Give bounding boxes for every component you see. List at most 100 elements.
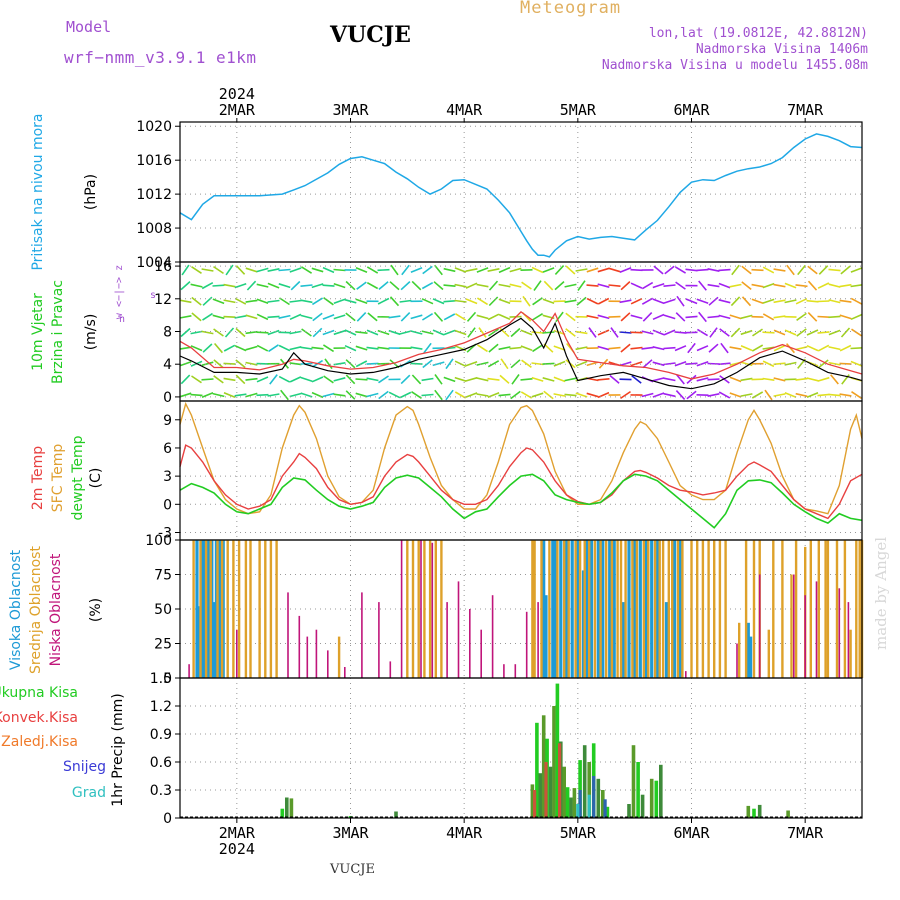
wind-barb — [620, 343, 631, 353]
grid-precip: 0 0.3 0.6 0.9 1.2 1.5 — [150, 671, 862, 827]
wind-barb — [731, 264, 740, 276]
wind-barb — [554, 281, 565, 291]
wind-barb — [333, 393, 346, 397]
wind-barb — [300, 299, 313, 304]
wind-barb — [289, 299, 302, 303]
wind-barb — [410, 346, 423, 350]
wind-barb — [652, 346, 665, 351]
pressure-line — [179, 133, 863, 258]
wind-barb — [421, 330, 434, 335]
wind-barb — [377, 329, 390, 336]
precip-total-bar — [746, 805, 751, 818]
wind-barb — [223, 283, 236, 288]
wind-barb — [180, 281, 191, 291]
precip-total-bar — [601, 790, 605, 818]
wind-barb — [850, 347, 863, 350]
wind-barb — [432, 329, 445, 336]
wind-barb — [751, 298, 764, 305]
wind-barb — [741, 296, 752, 307]
wind-barb — [278, 268, 291, 272]
wind-barb — [718, 268, 731, 272]
wind-barb — [476, 361, 489, 366]
precip-total-bar — [538, 773, 543, 818]
station-title: VUCJE — [330, 22, 411, 48]
high-cloud-bar — [542, 540, 546, 678]
high-cloud-bar — [650, 540, 654, 678]
wind-barb — [278, 375, 291, 383]
y-tick-label: 0.9 — [150, 727, 172, 743]
wind-barb — [191, 296, 202, 306]
wind-direction-north: n — [119, 314, 125, 325]
precip-grad-bar — [576, 804, 580, 818]
wind-barb — [434, 264, 443, 276]
wind-barb — [565, 312, 576, 322]
wind-barb — [840, 327, 851, 338]
wind-barb — [709, 327, 718, 338]
wind-barb — [356, 281, 367, 290]
wind-barb — [597, 314, 610, 320]
high-cloud-bar — [627, 540, 631, 678]
wind-barb — [752, 328, 763, 337]
wind-barb — [245, 314, 258, 320]
precip-total-bar — [394, 811, 398, 818]
wind-barb — [181, 264, 190, 276]
wind-barb — [289, 313, 302, 321]
wind-barb — [311, 267, 324, 273]
wind-barb — [543, 280, 554, 291]
wind-barb — [487, 377, 500, 381]
wind-barb — [619, 299, 632, 304]
mid-cloud-bar — [610, 540, 614, 678]
high-cloud-bar — [195, 540, 199, 678]
wind-barb — [234, 344, 247, 352]
wind-barb — [797, 264, 806, 276]
wind-barb — [730, 296, 741, 307]
high-cloud-bar — [585, 540, 589, 678]
wind-barb — [488, 343, 499, 353]
wind-barb — [520, 345, 533, 351]
cloud-ylabel: Visoka Oblacnost — [8, 549, 24, 670]
model-name: wrf−nmm_v3.9.1 e1km — [64, 48, 257, 67]
wind-barb — [652, 283, 665, 289]
y-tick-label: 1016 — [136, 153, 172, 169]
y-tick-label: 0 — [163, 497, 172, 513]
wind-barb — [520, 391, 533, 399]
wind-barb — [400, 312, 411, 322]
wind-barb — [400, 374, 411, 385]
wind-barb — [289, 346, 302, 351]
wind-barb — [696, 328, 709, 337]
low-cloud-bar — [503, 664, 505, 678]
wind-barb — [289, 376, 302, 383]
wind-barb — [795, 392, 808, 398]
high-cloud-bar — [564, 540, 569, 678]
wind-barb — [212, 284, 225, 287]
wind-barb — [465, 282, 478, 289]
precip-total-bar — [535, 722, 539, 818]
wind-barb — [807, 312, 818, 322]
wind-barb — [422, 359, 433, 369]
wind-barb — [378, 375, 389, 384]
wind-ylabel-sub: Brzina i Pravac — [50, 280, 66, 384]
wind-barb — [322, 344, 335, 353]
mid-cloud-bar — [226, 540, 229, 678]
wind-barb — [729, 314, 742, 320]
wind-ylabel-main: 10m Vjetar — [30, 293, 46, 371]
wind-barb — [432, 298, 445, 305]
wind-barb — [300, 392, 313, 398]
wind-barb — [577, 280, 586, 291]
mid-cloud-bar — [794, 540, 798, 678]
wind-barb — [289, 392, 302, 398]
wind-gust-line — [179, 311, 863, 380]
wind-barb — [245, 299, 258, 303]
low-cloud-bar — [344, 667, 346, 678]
wind-barb — [817, 393, 830, 397]
wind-barb — [718, 282, 731, 289]
wind-barb — [564, 377, 577, 382]
mid-cloud-bar — [428, 540, 432, 678]
wind-barb — [454, 299, 467, 303]
mid-cloud-bar — [713, 540, 716, 678]
wind-barb — [333, 283, 346, 289]
mid-cloud-bar — [631, 540, 634, 678]
mid-cloud-bar — [567, 540, 570, 678]
wind-barb — [807, 265, 818, 275]
top-day-label: 4MAR — [446, 101, 483, 119]
